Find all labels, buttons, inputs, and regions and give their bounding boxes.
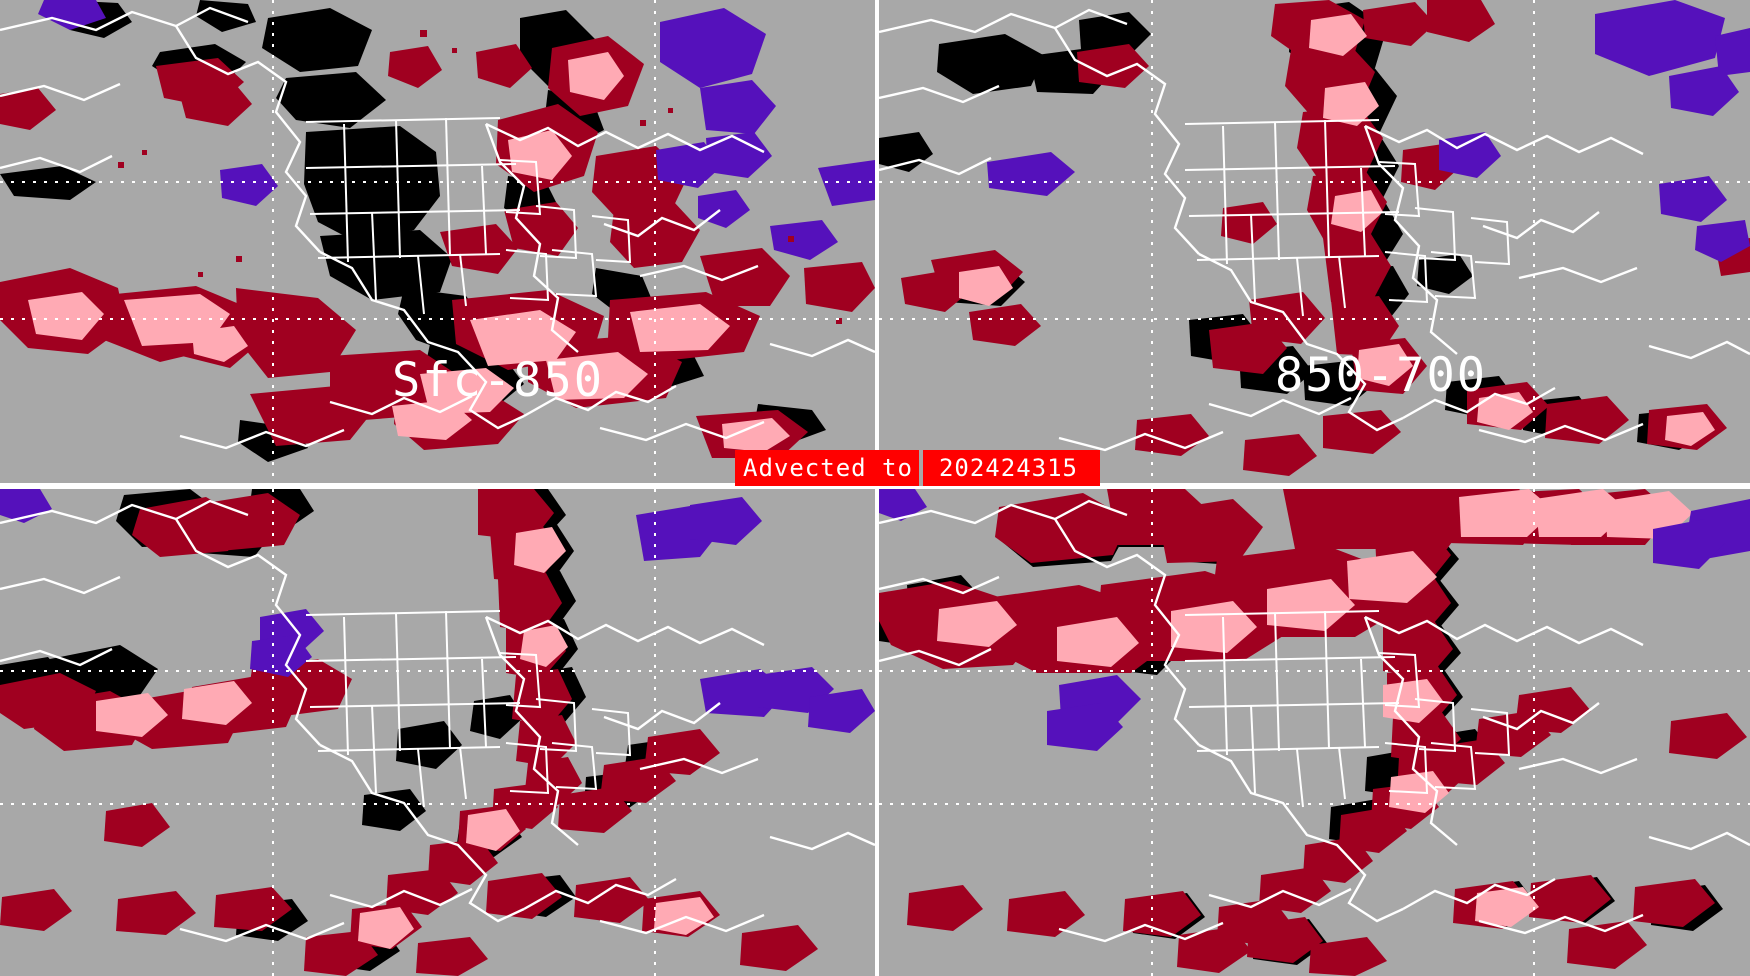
advected-to-label: Advected to (743, 454, 913, 482)
advected-to-timestamp: 202424315 (938, 454, 1078, 482)
banner-separator (918, 450, 923, 486)
map-panel-700-500[interactable]: 700-500 (0, 489, 875, 976)
panel-label-850-700: 850-700 (1275, 348, 1488, 403)
map-panel-500-300[interactable]: 500-300 (879, 489, 1750, 976)
advected-to-value-segment: 202424315 (922, 450, 1100, 486)
advected-to-banner: Advected to 202424315 (735, 450, 1100, 486)
panel-divider-horizontal (0, 483, 1750, 489)
advected-to-label-segment: Advected to (735, 450, 919, 486)
map-artwork-sfc-850 (0, 0, 875, 483)
map-artwork-500-300 (879, 489, 1750, 976)
panel-label-sfc-850: Sfc-850 (392, 353, 605, 408)
map-artwork-850-700 (879, 0, 1750, 483)
map-artwork-700-500 (0, 489, 875, 976)
map-panel-850-700[interactable]: 850-700 (879, 0, 1750, 483)
map-panel-sfc-850[interactable]: Sfc-850 (0, 0, 875, 483)
